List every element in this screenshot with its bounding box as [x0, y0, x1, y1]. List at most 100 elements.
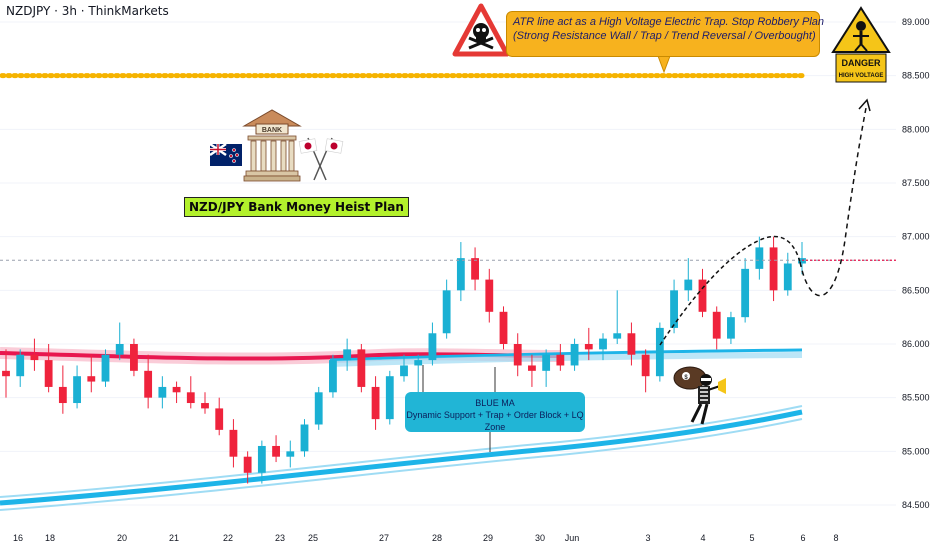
time-tick-label: Jun	[565, 533, 580, 543]
bearish-candle-body	[272, 445, 280, 457]
time-axis[interactable]: 16 18 20 21 22 23 25 27 28 29 30 Jun 3 4 5 6 8	[13, 533, 839, 543]
price-tick-label: 88.000	[902, 124, 930, 134]
bullish-candle-body	[655, 327, 664, 377]
price-tick-label: 85.500	[902, 393, 930, 403]
bearish-candle-body	[30, 354, 39, 361]
candle	[655, 322, 664, 382]
bullish-candle-body	[783, 263, 792, 291]
candle	[741, 258, 750, 323]
bearish-candle-body	[229, 429, 238, 457]
bearish-candle-body	[499, 311, 508, 344]
candle	[30, 338, 39, 371]
candle	[400, 354, 408, 382]
blue-ma-callout-title: BLUE MA	[475, 398, 515, 408]
bullish-candle-body	[343, 349, 352, 361]
blue-ma-upper-band	[329, 352, 803, 367]
bearish-candle-body	[556, 354, 565, 366]
bearish-candle-body	[627, 333, 636, 355]
candle	[130, 338, 138, 377]
bearish-candle-body	[243, 456, 252, 473]
bullish-candle-body	[300, 424, 309, 452]
candle	[485, 268, 494, 323]
candle	[172, 381, 181, 404]
bearish-candle-body	[58, 386, 67, 404]
candle	[584, 327, 593, 361]
atr-callout-line-1: ATR line act as a High Voltage Electric …	[513, 16, 824, 28]
bullish-candle-body	[414, 360, 423, 366]
price-tick-label: 85.000	[902, 446, 930, 456]
bearish-candle-body	[471, 258, 479, 280]
time-tick-label: 16	[13, 533, 23, 543]
candle	[272, 435, 280, 463]
candle	[442, 279, 451, 339]
projection-arrow-dashed	[799, 107, 867, 297]
candle	[528, 354, 536, 387]
bearish-candle-body	[144, 370, 153, 398]
candle	[627, 322, 636, 366]
danger-title: DANGER	[841, 58, 881, 68]
bullish-candle-body	[257, 445, 266, 473]
candle	[371, 376, 380, 430]
candle	[570, 338, 579, 371]
candle	[101, 349, 110, 387]
bearish-candle-body	[357, 349, 366, 387]
bullish-candle-body	[158, 386, 167, 398]
candle	[357, 344, 366, 393]
time-tick-label: 8	[833, 533, 838, 543]
candle	[215, 397, 224, 436]
candle	[73, 365, 81, 409]
bearish-candle-body	[87, 376, 96, 382]
time-tick-label: 21	[169, 533, 179, 543]
bearish-candle-body	[769, 247, 778, 291]
bearish-candle-body	[215, 408, 224, 430]
blue-ma-callout: BLUE MA Dynamic Support + Trap + Order B…	[405, 392, 585, 432]
candle	[257, 440, 266, 484]
time-tick-label: 20	[117, 533, 127, 543]
candle	[144, 354, 153, 409]
bullish-candle-body	[755, 247, 764, 269]
bullish-candle-body	[684, 279, 693, 291]
candle	[329, 354, 337, 398]
candle	[513, 333, 522, 377]
bullish-candle-body	[542, 354, 551, 371]
bullish-candle-body	[442, 290, 451, 334]
bullish-candle-body	[101, 354, 110, 382]
bullish-candle-body	[456, 258, 465, 291]
bullish-candle-body	[329, 360, 337, 393]
candle	[44, 344, 53, 393]
candle	[243, 451, 252, 484]
bearish-candle-body	[172, 386, 181, 393]
candle	[16, 349, 25, 387]
bullish-candle-body	[570, 344, 579, 366]
bearish-candle-body	[130, 344, 138, 371]
danger-subtitle: HIGH VOLTAGE	[839, 73, 884, 79]
candle	[641, 349, 650, 393]
time-tick-label: 18	[45, 533, 55, 543]
bank-sign-text: BANK	[262, 127, 282, 134]
candle	[385, 370, 394, 425]
bearish-candle-body	[2, 370, 10, 377]
candle	[456, 242, 465, 302]
price-tick-label: 88.500	[902, 71, 930, 81]
nz-flag-icon	[209, 142, 242, 166]
candle	[783, 252, 792, 296]
candle	[613, 290, 622, 344]
bearish-candle-body	[201, 403, 209, 409]
candle	[300, 419, 309, 457]
candle	[186, 376, 195, 409]
price-axis[interactable]: 89.000 88.500 88.000 87.500 87.000 86.500 86.0…	[902, 17, 930, 510]
candle	[727, 311, 735, 344]
time-tick-label: 22	[223, 533, 233, 543]
bullish-candle-body	[599, 338, 607, 350]
bullish-candle-body	[727, 317, 735, 339]
price-tick-label: 84.500	[902, 500, 930, 510]
time-tick-label: 27	[379, 533, 389, 543]
bearish-candle-body	[584, 344, 593, 350]
candle	[201, 392, 209, 414]
price-tick-label: 89.000	[902, 17, 930, 27]
candle	[542, 349, 551, 387]
candle	[556, 344, 565, 371]
blue-ma-lower-band-2	[0, 418, 803, 511]
time-tick-label: 6	[800, 533, 805, 543]
